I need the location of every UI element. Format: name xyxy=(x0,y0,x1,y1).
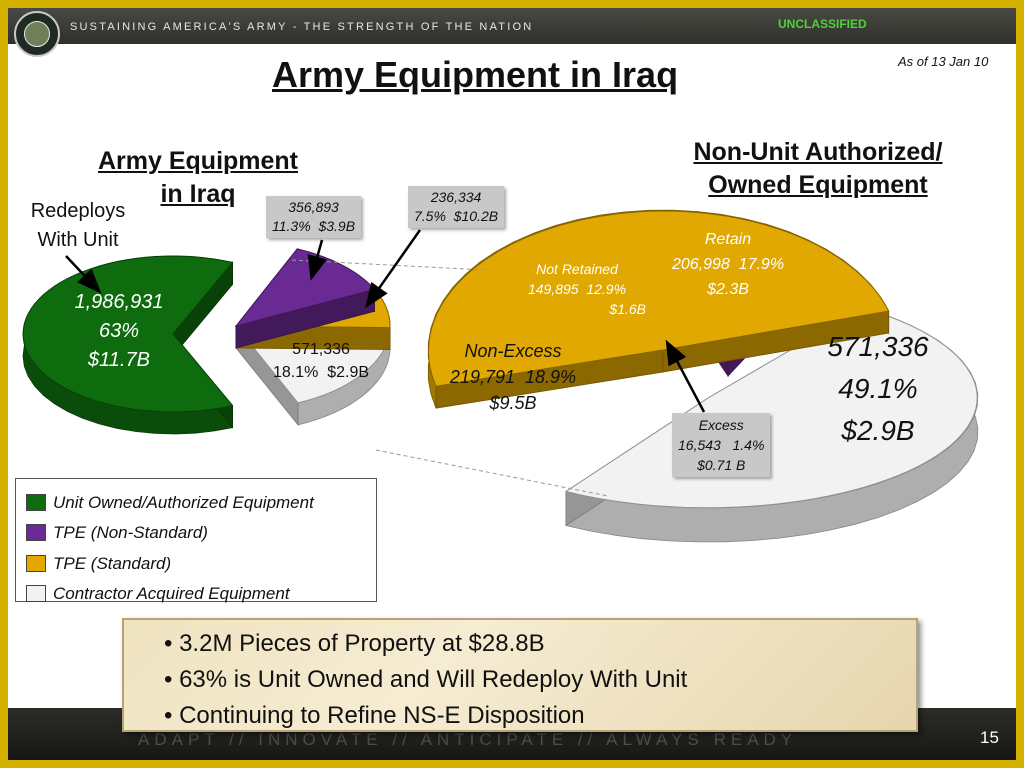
pie-slice-non-excess xyxy=(427,209,890,409)
slice-label-not-retained-value: $1.6B xyxy=(609,301,646,317)
slide: SUSTAINING AMERICA'S ARMY - THE STRENGTH… xyxy=(8,8,1016,760)
slice-label-contractor-left-pieces: 571,336 xyxy=(292,341,350,358)
redeploy-note: Redeploys With Unit xyxy=(18,197,138,255)
key-points-box: • 3.2M Pieces of Property at $28.8B • 63… xyxy=(122,618,918,732)
slice-label-excess: Excess 16,543 1.4% $0.71 B xyxy=(672,413,771,477)
left-chart-title: Army Equipment in Iraq xyxy=(68,145,328,211)
legend-swatch xyxy=(26,494,46,511)
slice-label-retain-value: $2.3B xyxy=(707,281,749,298)
projection-line xyxy=(291,259,487,271)
pie-slice-unit-owned xyxy=(22,255,234,435)
slice-label-contractor-right-pieces: 571,336 xyxy=(827,331,929,362)
pie-charts xyxy=(22,209,979,543)
slice-label-unit-pieces: 1,986,931 xyxy=(74,291,164,313)
page-title: Army Equipment in Iraq xyxy=(272,54,679,95)
slice-label-unit-value: $11.7B xyxy=(88,349,150,371)
legend-item-unit-owned: Unit Owned/Authorized Equipment xyxy=(26,492,371,514)
legend-swatch xyxy=(26,524,46,541)
bullet-item: • Continuing to Refine NS-E Disposition xyxy=(164,702,585,729)
tpe-ns-arrow-icon xyxy=(307,239,327,281)
slice-label-retain-name: Retain xyxy=(704,231,752,248)
as-of-date: As of 13 Jan 10 xyxy=(898,54,989,69)
slice-label-excess-value: $0.71 B xyxy=(697,457,746,473)
slice-label-contractor-right-value: $2.9B xyxy=(841,415,915,446)
slice-label-tpe-std-detail: 7.5% $10.2B xyxy=(414,208,499,224)
slice-label-not-retained-name: Not Retained xyxy=(536,261,618,277)
legend-label: TPE (Non-Standard) xyxy=(53,523,208,542)
page-number: 15 xyxy=(980,728,999,747)
slice-label-not-retained-detail: 149,895 12.9% xyxy=(527,281,627,297)
left-chart-title-line1: Army Equipment xyxy=(97,147,299,175)
header-band: SUSTAINING AMERICA'S ARMY - THE STRENGTH… xyxy=(8,8,1016,57)
left-chart-title-line2: in Iraq xyxy=(160,180,236,208)
bullet-item: • 3.2M Pieces of Property at $28.8B xyxy=(164,630,545,657)
redeploy-note-line1: Redeploys xyxy=(30,200,126,222)
slice-label-tpe-ns-detail: 11.3% $3.9B xyxy=(272,218,356,234)
classification-label: UNCLASSIFIED xyxy=(778,17,867,31)
right-chart-title: Non-Unit Authorized/ Owned Equipment xyxy=(648,136,988,202)
slice-label-retain-detail: 206,998 17.9% xyxy=(671,256,785,273)
slice-label-tpe-std-pieces: 236,334 xyxy=(430,189,482,205)
slice-label-tpe-non-standard: 356,893 11.3% $3.9B xyxy=(266,196,362,238)
slice-label-non-excess-detail: 219,791 18.9% xyxy=(449,367,577,387)
legend-item-tpe-standard: TPE (Standard) xyxy=(26,553,371,575)
slice-label-retain: Retain 206,998 17.9% $2.3B xyxy=(658,227,798,302)
slice-label-tpe-standard: 236,334 7.5% $10.2B xyxy=(408,186,505,228)
legend-item-contractor: Contractor Acquired Equipment xyxy=(26,583,371,605)
slice-label-not-retained: Not Retained 149,895 12.9% $1.6B xyxy=(502,259,652,319)
legend-item-tpe-non-standard: TPE (Non-Standard) xyxy=(26,522,371,544)
slice-label-non-excess: Non-Excess 219,791 18.9% $9.5B xyxy=(438,338,588,416)
legend-label: TPE (Standard) xyxy=(53,554,172,573)
chart-legend: Unit Owned/Authorized Equipment TPE (Non… xyxy=(15,478,377,605)
slice-label-excess-detail: 16,543 1.4% xyxy=(678,437,765,453)
right-chart-title-line2: Owned Equipment xyxy=(708,171,928,199)
slice-label-unit-percent: 63% xyxy=(98,320,140,342)
redeploy-arrow-icon xyxy=(65,255,102,294)
footer-motto: ADAPT // INNOVATE // ANTICIPATE // ALWAY… xyxy=(138,730,798,749)
slice-label-tpe-ns-pieces: 356,893 xyxy=(288,199,339,215)
slice-label-unit: 1,986,931 63% $11.7B xyxy=(54,288,184,375)
slice-label-excess-name: Excess xyxy=(698,417,744,433)
slice-label-contractor-left-detail: 18.1% $2.9B xyxy=(272,364,370,381)
legend-label: Contractor Acquired Equipment xyxy=(53,584,290,603)
redeploy-note-line2: With Unit xyxy=(37,229,119,251)
army-seal-icon xyxy=(14,11,60,57)
projection-line xyxy=(375,449,609,497)
slice-label-contractor-right-percent: 49.1% xyxy=(838,373,918,404)
slice-label-non-excess-name: Non-Excess xyxy=(464,341,562,361)
slice-label-contractor-left: 571,336 18.1% $2.9B xyxy=(256,338,386,384)
bullet-item: • 63% is Unit Owned and Will Redeploy Wi… xyxy=(164,666,688,693)
header-tagline: SUSTAINING AMERICA'S ARMY - THE STRENGTH… xyxy=(70,21,534,33)
slice-label-non-excess-value: $9.5B xyxy=(489,393,537,413)
legend-label: Unit Owned/Authorized Equipment xyxy=(53,493,314,512)
tpe-std-arrow-icon xyxy=(365,229,422,309)
legend-swatch xyxy=(26,585,46,602)
slice-label-contractor-right: 571,336 49.1% $2.9B xyxy=(808,326,948,452)
right-chart-title-line1: Non-Unit Authorized/ xyxy=(693,138,943,166)
excess-arrow-icon xyxy=(665,339,706,413)
legend-swatch xyxy=(26,555,46,572)
